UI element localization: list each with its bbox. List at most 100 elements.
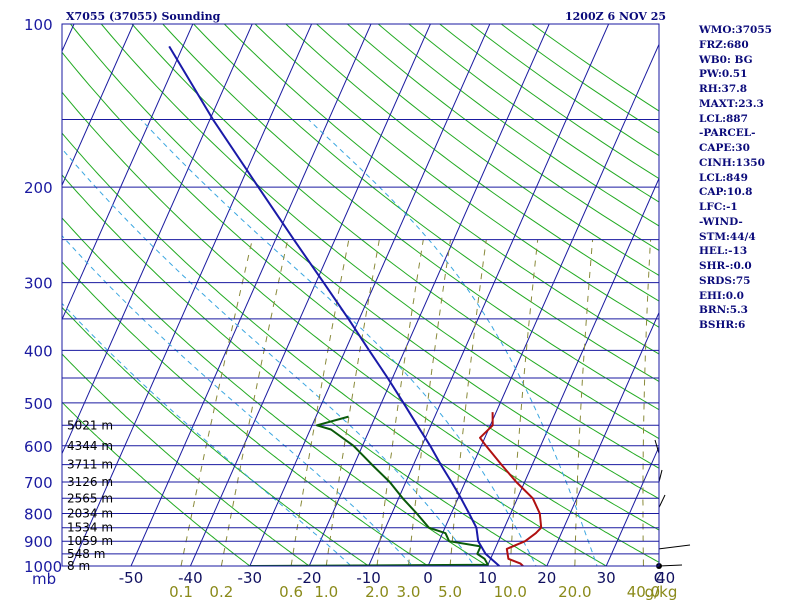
- wind-barb: [654, 439, 660, 454]
- dry-adiabat-line: [62, 353, 311, 566]
- pressure-tick-label: 600: [24, 438, 53, 456]
- stat-row: WMO:37055: [699, 24, 772, 36]
- temperature-tick-label: -50: [119, 569, 144, 587]
- temperature-tick-label: -30: [238, 569, 263, 587]
- dry-adiabat-line: [62, 132, 608, 566]
- pressure-tick-label: 400: [24, 342, 53, 360]
- stat-row: -PARCEL-: [699, 127, 756, 140]
- stat-row: BRN:5.3: [699, 304, 748, 317]
- dry-adiabat-line: [192, 24, 659, 383]
- height-label: 1534 m: [67, 521, 113, 535]
- stat-row: MAXT:23.3: [699, 97, 764, 110]
- dry-adiabat-line: [254, 24, 659, 328]
- stat-row: CAPE:30: [699, 142, 750, 154]
- height-label: 1059 m: [67, 534, 113, 548]
- pressure-tick-label: 800: [24, 505, 53, 523]
- isotherm-line: [62, 24, 253, 455]
- isotherm-line: [71, 24, 313, 566]
- stat-row: -WIND-: [699, 215, 743, 228]
- chart-datetime: 1200Z 6 NOV 25: [565, 10, 667, 23]
- height-label: 5021 m: [67, 418, 113, 432]
- stat-row: SRDS:75: [699, 274, 751, 287]
- isotherm-line: [249, 24, 491, 566]
- stat-row: LCL:849: [699, 171, 748, 184]
- dry-adiabat-line: [100, 24, 659, 469]
- stat-row: LCL:887: [699, 112, 748, 125]
- stat-row: LFC:-1: [699, 201, 738, 213]
- stat-row: BSHR:6: [699, 319, 746, 331]
- height-label: 548 m: [67, 547, 105, 561]
- isotherm-line: [427, 43, 659, 566]
- stat-row: EHI:0.0: [699, 289, 744, 302]
- stat-row: RH:37.8: [699, 83, 748, 95]
- stat-row: WB0: BG: [699, 53, 753, 66]
- plot-border: [61, 23, 660, 567]
- height-label: 2565 m: [67, 491, 113, 505]
- sounding-trace-line: [479, 412, 543, 566]
- mixing-ratio-line: [180, 239, 253, 566]
- temperature-tick-label: 40: [656, 569, 675, 587]
- stat-row: FRZ:680: [699, 38, 749, 51]
- temperature-tick-label: 30: [597, 569, 616, 587]
- sounding-trace-line: [249, 415, 489, 566]
- stat-row: SHR-:0.0: [699, 260, 752, 272]
- pressure-tick-label: 900: [24, 533, 53, 551]
- isotherm-line: [62, 24, 194, 321]
- isotherm-line: [189, 24, 431, 566]
- temperature-tick-label: C: [654, 569, 664, 587]
- height-label: 3126 m: [67, 475, 113, 489]
- dry-adiabat-line: [315, 24, 659, 277]
- chart-title: X7055 (37055) Sounding: [66, 10, 221, 23]
- isotherm-line: [0, 0, 26, 588]
- dry-adiabat-line: [223, 24, 659, 355]
- wind-barb: [658, 544, 691, 550]
- pressure-tick-label: 100: [24, 16, 53, 34]
- dry-adiabat-line: [131, 24, 659, 440]
- temperature-tick-label: 0: [423, 569, 433, 587]
- mixing-ratio-label: 20.0: [558, 583, 591, 600]
- mixing-ratio-label: 0.6: [279, 583, 303, 600]
- dry-adiabat-line: [62, 217, 489, 566]
- temperature-tick-label: 20: [537, 569, 556, 587]
- isotherm-line: [130, 24, 372, 566]
- stat-row: STM:44/4: [699, 230, 756, 243]
- dry-adiabat-line: [69, 24, 659, 500]
- temperature-tick-label: -10: [356, 569, 381, 587]
- stat-row: HEL:-13: [699, 245, 748, 258]
- isotherm-line: [486, 177, 659, 566]
- mixing-ratio-label: 5.0: [438, 583, 462, 600]
- isotherm-line: [62, 24, 134, 187]
- dry-adiabats: [62, 24, 659, 566]
- mixing-ratio-label: g/kg: [645, 583, 678, 600]
- pressure-tick-label: 1000: [24, 558, 62, 576]
- sounding-trace-line: [168, 45, 500, 566]
- height-label: 8 m: [67, 559, 90, 573]
- sounding-traces: [168, 45, 543, 566]
- isotherm-line: [308, 24, 550, 566]
- stat-row: CAP:10.8: [699, 186, 753, 199]
- mixing-ratio-label: 0.2: [209, 583, 233, 600]
- isotherm-line: [605, 445, 659, 566]
- wind-barb: [658, 494, 666, 508]
- dry-adiabat-line: [346, 24, 659, 252]
- height-label: 3711 m: [67, 458, 113, 472]
- dry-adiabat-line: [62, 174, 548, 566]
- temperature-tick-labels: -50 -40 -30 -20 -10 0 10 20 30 40C: [119, 569, 675, 587]
- height-label: 2034 m: [67, 506, 113, 520]
- stat-row: PW:0.51: [699, 68, 748, 81]
- stat-row: CINH:1350: [699, 156, 765, 169]
- plot-background: [62, 24, 659, 566]
- mixing-ratio-label: 1.0: [314, 583, 338, 600]
- pressure-tick-label: 700: [24, 474, 53, 492]
- mixing-ratio-label: 3.0: [397, 583, 421, 600]
- dry-adiabat-line: [62, 51, 659, 531]
- mixing-ratio-label: 0.1: [169, 583, 193, 600]
- height-label: 4344 m: [67, 439, 113, 453]
- isotherm-line: [546, 311, 659, 566]
- wind-barbs: [654, 439, 691, 569]
- temperature-tick-label: -20: [297, 569, 322, 587]
